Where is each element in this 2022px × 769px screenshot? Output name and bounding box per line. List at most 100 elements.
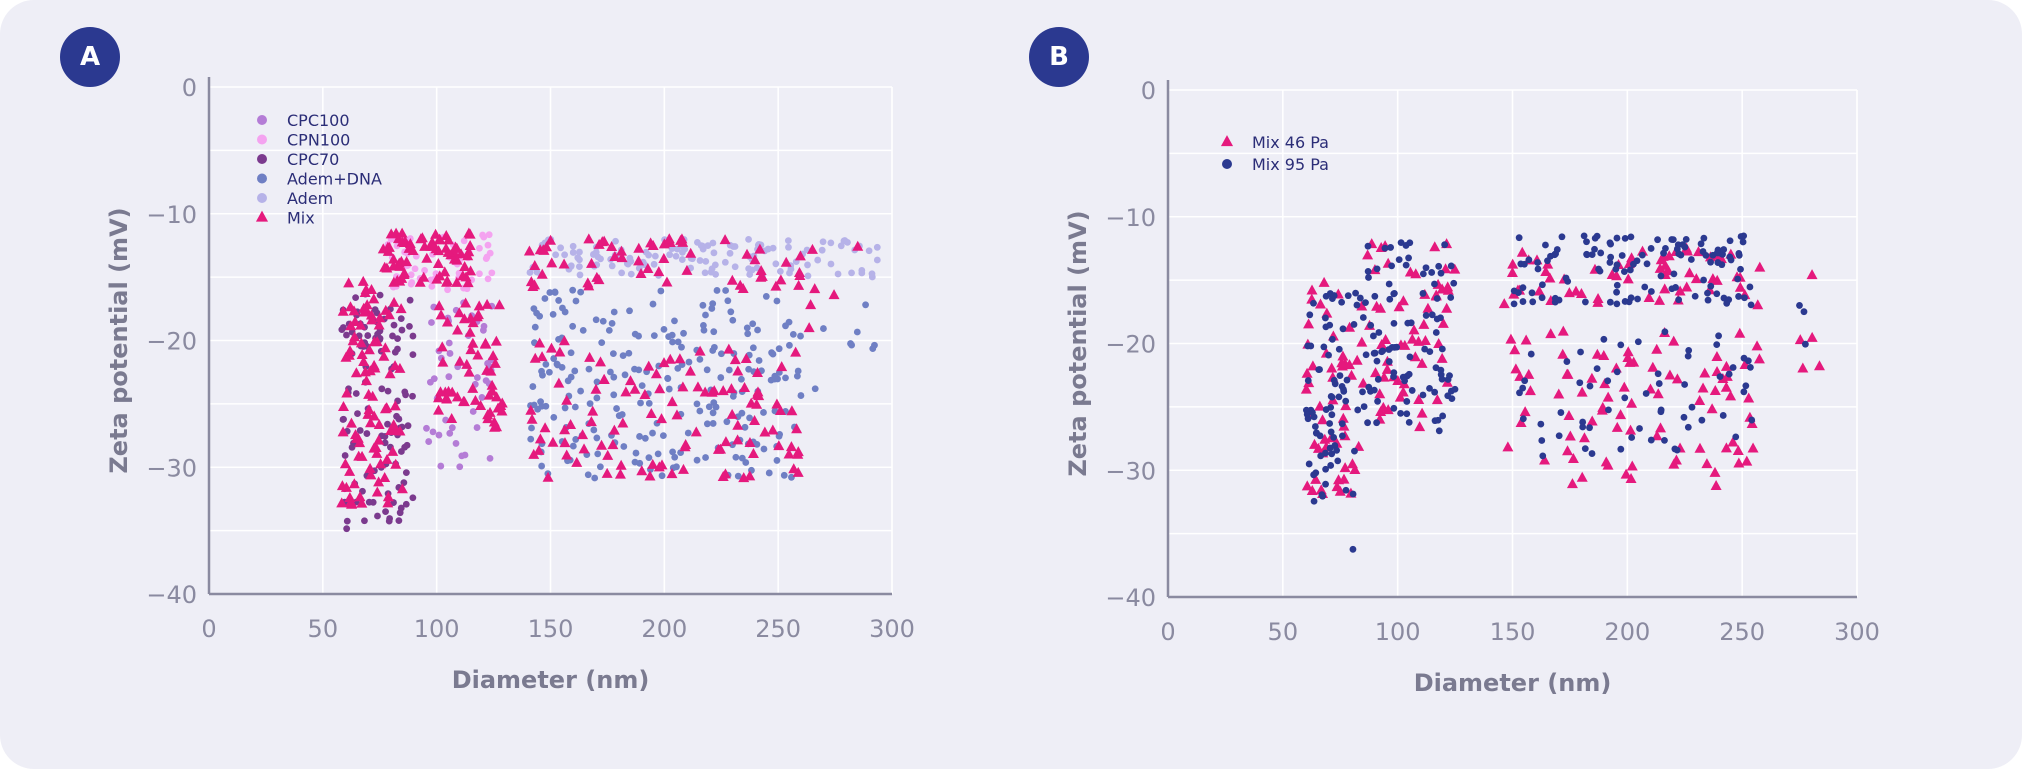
data-point (1638, 251, 1646, 259)
data-point (1694, 442, 1706, 453)
legend-label: Adem+DNA (287, 170, 382, 189)
data-point (465, 265, 477, 276)
data-point (1419, 334, 1431, 345)
data-point (678, 256, 686, 263)
data-point (645, 408, 657, 419)
data-point (1720, 381, 1732, 392)
data-point (1581, 445, 1589, 453)
data-point (1356, 294, 1364, 302)
data-point (1711, 350, 1723, 361)
data-point (1733, 457, 1745, 468)
data-point (1747, 363, 1754, 371)
data-point (708, 265, 716, 273)
data-point (1350, 321, 1358, 328)
data-point (1431, 394, 1443, 405)
data-point (593, 274, 605, 285)
data-point (1621, 234, 1629, 242)
legend-label: Mix 46 Pa (1252, 133, 1329, 152)
data-point (1538, 437, 1546, 444)
data-point (772, 260, 780, 268)
data-point (465, 312, 477, 323)
data-point (1551, 294, 1559, 302)
data-point (485, 365, 497, 376)
data-point (479, 326, 487, 334)
data-point (463, 366, 475, 377)
data-point (760, 445, 768, 453)
data-point (1723, 299, 1731, 307)
data-point (478, 394, 486, 401)
data-point (255, 210, 269, 222)
data-point (1437, 366, 1445, 374)
data-point (371, 486, 383, 497)
data-point (760, 409, 767, 416)
data-point (637, 399, 644, 407)
data-point (663, 233, 675, 244)
data-point (1328, 335, 1336, 343)
data-point (793, 279, 805, 290)
data-point (545, 234, 557, 245)
data-point (865, 247, 873, 255)
data-point (1338, 432, 1346, 440)
data-point (608, 262, 616, 270)
panel-label-b: B (1049, 42, 1069, 72)
data-point (673, 245, 681, 253)
data-point (430, 375, 438, 383)
data-point (775, 274, 787, 285)
data-point (1356, 300, 1368, 311)
data-point (396, 236, 408, 247)
data-point (523, 245, 535, 256)
data-point (525, 404, 537, 415)
data-point (586, 400, 594, 408)
data-point (677, 463, 689, 474)
data-point (368, 442, 380, 453)
data-point (1586, 372, 1598, 383)
data-point (374, 512, 381, 520)
data-point (384, 420, 391, 428)
data-point (1339, 325, 1347, 333)
data-point (769, 350, 777, 358)
data-point (780, 256, 792, 267)
data-point (1562, 368, 1574, 379)
data-point (636, 433, 643, 440)
panel-label-a: A (79, 42, 101, 72)
panel-badge-a: A (60, 27, 120, 87)
data-point (770, 280, 782, 291)
data-point (360, 375, 372, 386)
data-point (1740, 354, 1748, 362)
data-point (1408, 387, 1416, 394)
data-point (409, 494, 417, 502)
data-point (435, 431, 443, 439)
data-point (341, 452, 349, 459)
data-point (490, 335, 502, 346)
data-point (1682, 235, 1690, 243)
data-point (407, 244, 419, 255)
data-point (1710, 480, 1722, 491)
data-point (538, 244, 550, 255)
data-point (1699, 367, 1711, 378)
data-point (1725, 390, 1737, 401)
data-point (703, 366, 711, 374)
data-point (1576, 386, 1588, 397)
data-point (645, 454, 653, 462)
data-point (1336, 357, 1348, 368)
data-point (786, 341, 793, 349)
data-point (359, 287, 371, 298)
data-point (559, 424, 571, 435)
data-point (1322, 314, 1329, 322)
data-point (1406, 333, 1418, 344)
data-point (1515, 234, 1523, 242)
data-point (1441, 302, 1453, 313)
data-point (635, 332, 642, 340)
data-point (1422, 264, 1430, 272)
data-point (633, 255, 645, 266)
data-point (1433, 295, 1441, 302)
data-point (354, 410, 361, 417)
data-point (547, 436, 559, 447)
data-point (382, 241, 394, 252)
data-point (658, 472, 666, 480)
data-point (373, 319, 385, 330)
data-point (1525, 256, 1533, 264)
data-point (737, 283, 749, 294)
data-point (1713, 341, 1721, 349)
